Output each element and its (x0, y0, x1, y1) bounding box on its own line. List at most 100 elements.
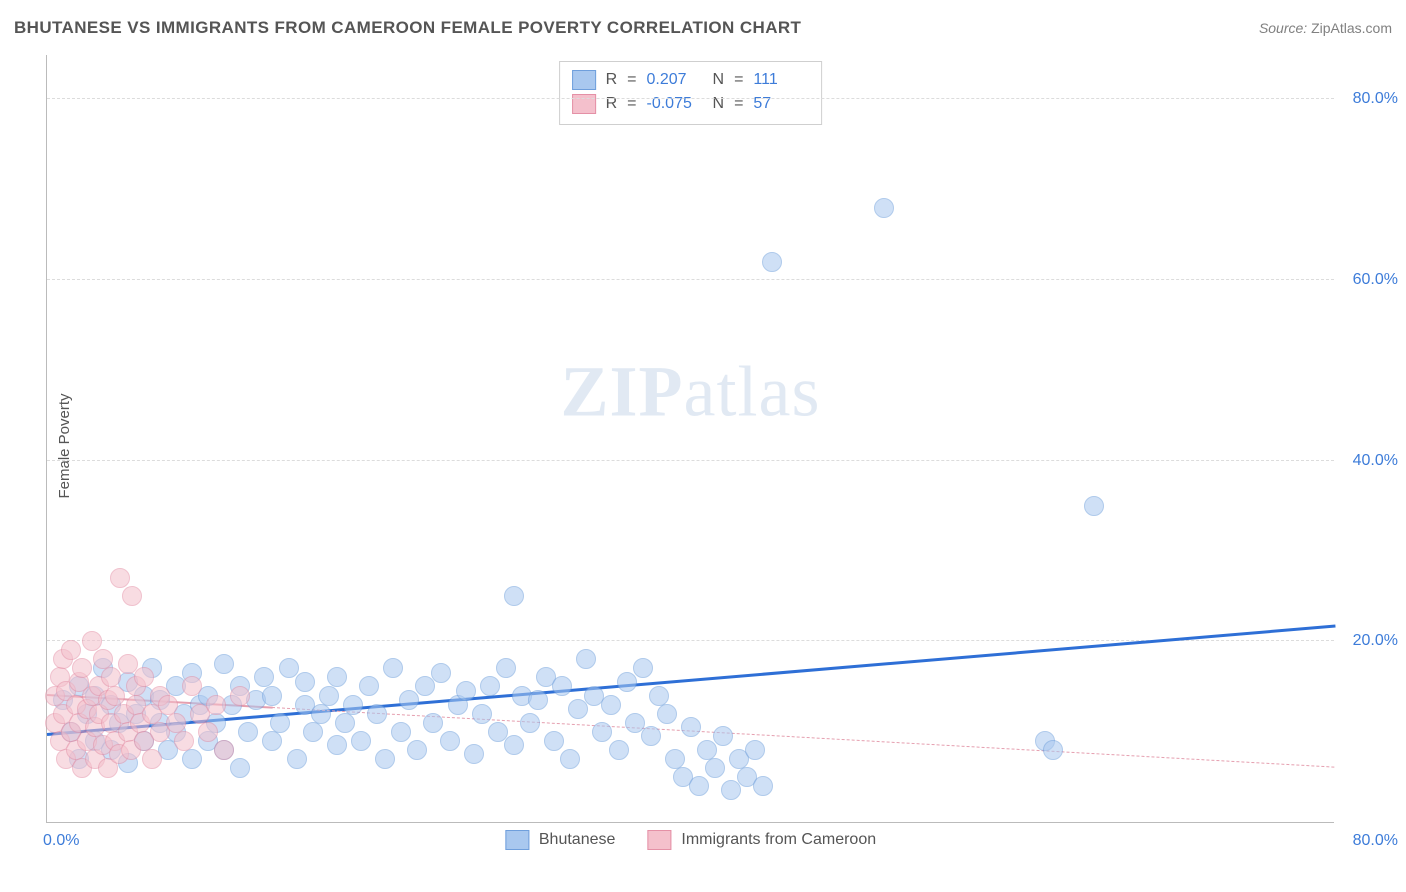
data-point (721, 780, 741, 800)
data-point (311, 704, 331, 724)
data-point (122, 586, 142, 606)
data-point (601, 695, 621, 715)
data-point (230, 686, 250, 706)
y-tick-label: 20.0% (1353, 632, 1398, 650)
data-point (182, 749, 202, 769)
data-point (214, 740, 234, 760)
data-point (552, 676, 572, 696)
data-point (134, 667, 154, 687)
series-swatch-1 (647, 830, 671, 850)
data-point (423, 713, 443, 733)
data-point (592, 722, 612, 742)
x-tick-max: 80.0% (1353, 832, 1398, 850)
data-point (665, 749, 685, 769)
data-point (576, 649, 596, 669)
data-point (110, 568, 130, 588)
data-point (182, 676, 202, 696)
legend-n-label: N (713, 92, 725, 116)
data-point (617, 672, 637, 692)
data-point (295, 672, 315, 692)
data-point (105, 686, 125, 706)
data-point (1084, 496, 1104, 516)
legend-r-label: R (606, 92, 618, 116)
legend-eq: = (734, 92, 743, 116)
data-point (641, 726, 661, 746)
legend-r-value-0: 0.207 (647, 68, 703, 92)
data-point (166, 713, 186, 733)
data-point (407, 740, 427, 760)
data-point (705, 758, 725, 778)
chart-header: BHUTANESE VS IMMIGRANTS FROM CAMEROON FE… (14, 18, 1392, 46)
data-point (697, 740, 717, 760)
data-point (560, 749, 580, 769)
data-point (520, 713, 540, 733)
watermark-atlas: atlas (684, 352, 821, 432)
data-point (142, 749, 162, 769)
data-point (528, 690, 548, 710)
correlation-legend: R = 0.207 N = 111 R = -0.075 N = 57 (559, 61, 823, 125)
data-point (359, 676, 379, 696)
data-point (101, 667, 121, 687)
legend-row-series-0: R = 0.207 N = 111 (572, 68, 810, 92)
data-point (214, 654, 234, 674)
data-point (327, 667, 347, 687)
data-point (287, 749, 307, 769)
data-point (472, 704, 492, 724)
data-point (753, 776, 773, 796)
data-point (351, 731, 371, 751)
y-tick-label: 40.0% (1353, 452, 1398, 470)
data-point (174, 731, 194, 751)
legend-n-value-1: 57 (753, 92, 809, 116)
data-point (713, 726, 733, 746)
x-tick-min: 0.0% (43, 832, 79, 850)
series-name-0: Bhutanese (539, 831, 616, 849)
data-point (303, 722, 323, 742)
legend-eq: = (627, 68, 636, 92)
source-attribution: Source: ZipAtlas.com (1259, 20, 1392, 36)
data-point (72, 658, 92, 678)
data-point (504, 586, 524, 606)
data-point (158, 695, 178, 715)
legend-row-series-1: R = -0.075 N = 57 (572, 92, 810, 116)
data-point (568, 699, 588, 719)
grid-line (47, 98, 1334, 99)
data-point (399, 690, 419, 710)
legend-swatch-1 (572, 94, 596, 114)
data-point (681, 717, 701, 737)
data-point (262, 731, 282, 751)
data-point (93, 649, 113, 669)
data-point (270, 713, 290, 733)
data-point (649, 686, 669, 706)
data-point (762, 252, 782, 272)
legend-eq: = (734, 68, 743, 92)
y-tick-label: 60.0% (1353, 271, 1398, 289)
data-point (319, 686, 339, 706)
data-point (82, 631, 102, 651)
data-point (689, 776, 709, 796)
data-point (230, 758, 250, 778)
chart-title: BHUTANESE VS IMMIGRANTS FROM CAMEROON FE… (14, 18, 801, 37)
legend-swatch-0 (572, 70, 596, 90)
data-point (456, 681, 476, 701)
data-point (415, 676, 435, 696)
data-point (375, 749, 395, 769)
data-point (480, 676, 500, 696)
series-swatch-0 (505, 830, 529, 850)
legend-n-label: N (713, 68, 725, 92)
data-point (262, 686, 282, 706)
data-point (464, 744, 484, 764)
data-point (874, 198, 894, 218)
series-legend: Bhutanese Immigrants from Cameroon (505, 830, 876, 850)
series-name-1: Immigrants from Cameroon (681, 831, 876, 849)
data-point (206, 695, 226, 715)
data-point (198, 722, 218, 742)
data-point (431, 663, 451, 683)
grid-line (47, 279, 1334, 280)
data-point (238, 722, 258, 742)
data-point (383, 658, 403, 678)
data-point (745, 740, 765, 760)
y-tick-label: 80.0% (1353, 90, 1398, 108)
data-point (367, 704, 387, 724)
data-point (633, 658, 653, 678)
legend-eq: = (627, 92, 636, 116)
